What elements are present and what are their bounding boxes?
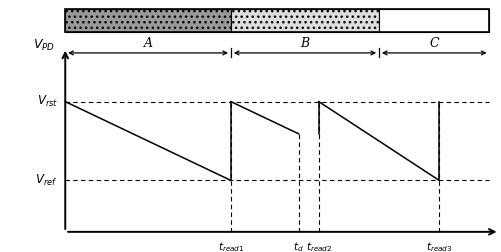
Bar [65,9,230,32]
Text: $t_d$: $t_d$ [293,241,304,252]
Text: A: A [143,37,152,50]
Text: $V_{PD}$: $V_{PD}$ [33,38,55,53]
Text: $t_{read1}$: $t_{read1}$ [217,241,243,252]
Text: C: C [428,37,438,50]
Text: B: B [300,37,309,50]
Bar [65,9,488,32]
Text: $V_{ref}$: $V_{ref}$ [35,173,58,188]
Bar [230,9,378,32]
Text: $t$: $t$ [500,236,501,249]
Text: $t_{read3}$: $t_{read3}$ [425,241,452,252]
Bar [378,9,488,32]
Text: $t_{read2}$: $t_{read2}$ [305,241,331,252]
Text: $V_{rst}$: $V_{rst}$ [37,94,58,109]
